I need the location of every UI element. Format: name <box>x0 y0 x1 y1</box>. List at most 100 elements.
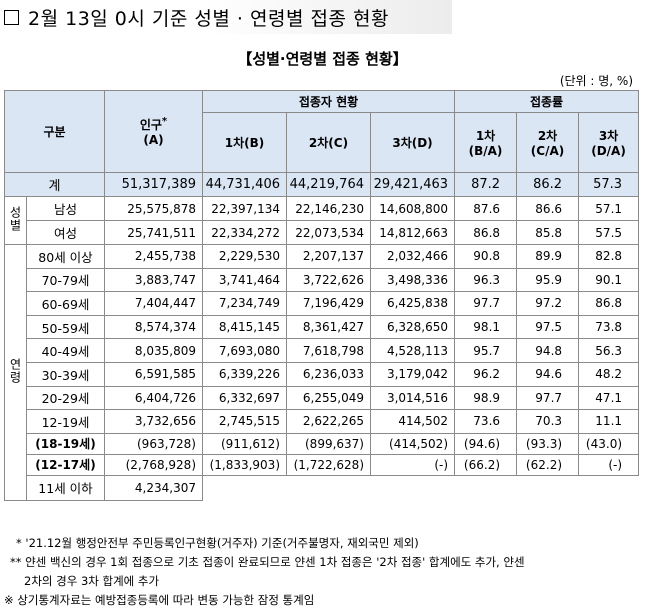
cell-d2: 7,618,798 <box>286 338 371 363</box>
table-row-male: 성별 남성 25,575,878 22,397,134 22,146,230 1… <box>4 196 640 245</box>
header-rate3: 3차 (D/A) <box>578 112 640 173</box>
header-population-code: (A) <box>143 133 164 147</box>
group-age-label: 연령 <box>8 357 22 384</box>
cell-r3: 90.1 <box>578 267 640 293</box>
header-category: 구분 <box>4 90 105 173</box>
footnotes: * '21.12월 행정안전부 주민등록인구현황(거주자) 기준(거주불명자, … <box>4 534 644 610</box>
row-label: (18-19세) <box>26 432 105 455</box>
cell-d3: 2,032,466 <box>369 244 456 269</box>
header-population-label: 인구 <box>139 118 162 132</box>
group-sex-label: 성별 <box>8 206 22 232</box>
total-r1: 87.2 <box>454 172 518 197</box>
cell-r3: 57.1 <box>578 196 640 221</box>
cell-r3: 57.5 <box>578 220 640 245</box>
row-label: 11세 이하 <box>26 474 105 501</box>
cell-pop: 25,575,878 <box>104 196 203 221</box>
table-row-under11: 11세 이하 4,234,307 <box>5 474 639 501</box>
header-dose1: 1차(B) <box>202 112 287 173</box>
page-title: 2월 13일 0시 기준 성별 · 연령별 접종 현황 <box>28 7 389 30</box>
table-subtitle: 【성별·연령별 접종 현황】 <box>237 50 408 68</box>
cell-pop: (2,768,928) <box>104 453 203 476</box>
cell-r3: 11.1 <box>578 409 640 434</box>
cell-r1: 95.7 <box>454 338 518 363</box>
table-row: 30-39세 6,591,585 6,339,226 6,236,033 3,1… <box>5 361 640 387</box>
title-bar: 2월 13일 0시 기준 성별 · 연령별 접종 현황 <box>0 0 452 34</box>
total-r3: 57.3 <box>578 172 640 197</box>
cell-r3: 73.8 <box>578 314 640 340</box>
cell-r3: 82.8 <box>578 244 640 269</box>
cell-d2: 2,207,137 <box>286 244 371 269</box>
cell-d1: 7,693,080 <box>202 338 287 363</box>
table-row: 40-49세 8,035,809 7,693,080 7,618,798 4,5… <box>5 338 640 363</box>
row-label: 20-29세 <box>26 385 105 411</box>
cell-d1: 6,332,697 <box>202 385 287 411</box>
cell-r2: 70.3 <box>516 409 580 434</box>
cell-d1: 6,339,226 <box>202 361 287 387</box>
cell-d2: 22,073,534 <box>286 220 371 245</box>
cell-r2: 94.6 <box>516 361 580 387</box>
unit-label: (단위 : 명, %) <box>559 74 633 88</box>
cell-d2: 2,622,265 <box>286 409 371 434</box>
cell-d3: (414,502) <box>369 432 456 455</box>
cell-pop: 6,591,585 <box>104 361 203 387</box>
total-d1: 44,731,406 <box>202 172 287 197</box>
cell-r1: 98.1 <box>454 314 518 340</box>
vaccination-table: 구분 인구* (A) 접종자 현황 접종률 1차(B) 2차(C) 3차(D) … <box>4 90 640 501</box>
cell-pop: 8,574,374 <box>104 314 203 340</box>
header-rate1-label: 1차 <box>475 129 496 143</box>
group-sex: 성별 <box>4 196 27 245</box>
cell-r3: 56.3 <box>578 338 640 363</box>
cell-d3: 3,498,336 <box>369 267 456 293</box>
footnote-janssen: ** 얀센 백신의 경우 1회 접종으로 기초 접종이 완료되므로 얀센 1차 … <box>10 555 525 569</box>
cell-d3: 3,014,516 <box>369 385 456 411</box>
cell-d3: 14,608,800 <box>369 196 456 221</box>
header-row-2: 1차(B) 2차(C) 3차(D) 1차 (B/A) 2차 (C/A) 3차 (D/A… <box>5 112 640 173</box>
row-label: 70-79세 <box>26 267 105 293</box>
cell-r3: 86.8 <box>578 291 640 316</box>
cell-r1: 87.6 <box>454 196 518 221</box>
cell-d2: 22,146,230 <box>286 196 371 221</box>
table-row-female: 여성 25,741,511 22,334,272 22,073,534 14,8… <box>5 220 640 245</box>
cell-r2: 86.6 <box>516 196 580 221</box>
total-d3: 29,421,463 <box>369 172 456 197</box>
total-pop: 51,317,389 <box>104 172 203 197</box>
table-row-total: 계 51,317,389 44,731,406 44,219,764 29,42… <box>4 172 640 197</box>
cell-d3: 414,502 <box>369 409 456 434</box>
header-population-star: * <box>161 116 168 127</box>
cell-d3: 3,179,042 <box>369 361 456 387</box>
total-label: 계 <box>4 172 105 197</box>
cell-r1: 97.7 <box>454 291 518 316</box>
header-population: 인구* (A) <box>104 90 203 173</box>
header-rate2-label: 2차 <box>537 129 558 143</box>
cell-r2: 85.8 <box>516 220 580 245</box>
group-age: 연령 <box>4 244 27 501</box>
cell-d1: (1,833,903) <box>202 453 287 476</box>
cell-pop: 7,404,447 <box>104 291 203 316</box>
header-rate2-formula: (C/A) <box>530 144 565 158</box>
cell-d3: 6,328,650 <box>369 314 456 340</box>
total-d2: 44,219,764 <box>286 172 371 197</box>
row-label: 80세 이상 <box>26 244 105 269</box>
cell-r1: 96.2 <box>454 361 518 387</box>
cell-d3: (-) <box>369 453 456 476</box>
footnote-provisional: ※ 상기통계자료는 예방접종등록에 따라 변동 가능한 잠정 통계임 <box>4 593 315 607</box>
cell-d3: 14,812,663 <box>369 220 456 245</box>
cell-r2: 97.2 <box>516 291 580 316</box>
cell-r2: 97.5 <box>516 314 580 340</box>
header-rate1: 1차 (B/A) <box>454 112 518 173</box>
header-rate-group: 접종률 <box>454 90 640 113</box>
header-rate1-formula: (B/A) <box>468 144 503 158</box>
header-row-1: 구분 인구* (A) 접종자 현황 접종률 <box>4 90 640 173</box>
row-label: 30-39세 <box>26 361 105 387</box>
cell-r2: 94.8 <box>516 338 580 363</box>
row-label: 40-49세 <box>26 338 105 363</box>
row-label: 60-69세 <box>26 291 105 316</box>
cell-d1: (911,612) <box>202 432 287 455</box>
cell-r3: 47.1 <box>578 385 640 411</box>
header-dose2: 2차(C) <box>286 112 371 173</box>
cell-r2: (93.3) <box>516 432 580 455</box>
footnote-janssen-cont: 2차의 경우 3차 합계에 추가 <box>24 574 160 588</box>
cell-pop: 2,455,738 <box>104 244 203 269</box>
cell-d1: 7,234,749 <box>202 291 287 316</box>
cell-r3: (43.0) <box>578 432 640 455</box>
